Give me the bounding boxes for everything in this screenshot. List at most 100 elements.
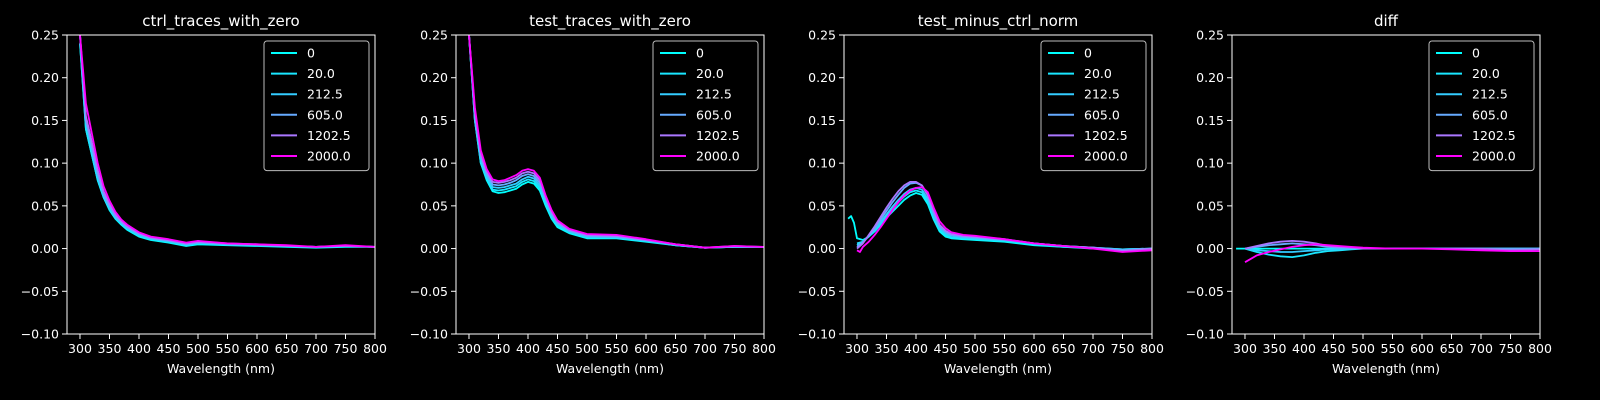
x-tick-label: 300 <box>845 341 869 356</box>
series-line-2000-0 <box>468 35 764 249</box>
legend-label: 0 <box>1472 46 1480 61</box>
axes-frame <box>455 34 765 335</box>
legend-label: 20.0 <box>1472 66 1500 81</box>
y-tick-label: 0.25 <box>31 28 59 43</box>
series-group <box>79 35 375 249</box>
x-tick-label: 800 <box>363 341 387 356</box>
series-group <box>468 35 764 249</box>
x-tick-label: 800 <box>752 341 776 356</box>
legend-label: 2000.0 <box>696 149 740 164</box>
x-tick-label: 400 <box>127 341 151 356</box>
legend-label: 0 <box>1084 46 1092 61</box>
x-tick-label: 500 <box>575 341 599 356</box>
y-tick-label: 0.05 <box>31 198 59 213</box>
y-tick-label: 0.20 <box>420 70 448 85</box>
y-tick-label: −0.10 <box>798 327 836 342</box>
x-tick-label: 350 <box>98 341 122 356</box>
y-tick-label: −0.05 <box>410 284 448 299</box>
legend: 0 20.0 212.5 605.0 1202.5 2000.0 <box>1428 40 1535 172</box>
x-tick-label: 700 <box>1469 341 1493 356</box>
x-tick-label: 550 <box>605 341 629 356</box>
y-tick-label: 0.20 <box>31 70 59 85</box>
y-tick-label: 0.20 <box>808 70 836 85</box>
x-tick-label: 450 <box>546 341 570 356</box>
x-tick-label: 300 <box>68 341 92 356</box>
legend-label: 0 <box>696 46 704 61</box>
legend-label: 1202.5 <box>696 128 740 143</box>
legend-label: 212.5 <box>1084 87 1120 102</box>
series-line-2000-0 <box>79 35 375 248</box>
x-tick-label: 300 <box>457 341 481 356</box>
y-tick-label: 0.25 <box>808 28 836 43</box>
x-axis-label: Wavelength (nm) <box>556 361 664 376</box>
chart-title: diff <box>1374 12 1399 30</box>
legend: 0 20.0 212.5 605.0 1202.5 2000.0 <box>1040 40 1147 172</box>
panel-1: ctrl_traces_with_zero −0.10 −0.05 0.00 0.05 0… <box>21 12 387 376</box>
y-tick-label: −0.10 <box>1186 327 1224 342</box>
x-axis-label: Wavelength (nm) <box>1332 361 1440 376</box>
y-tick-label: 0.15 <box>808 113 836 128</box>
legend-label: 212.5 <box>696 87 732 102</box>
x-tick-label: 800 <box>1528 341 1552 356</box>
x-tick-label: 350 <box>487 341 511 356</box>
x-tick-label: 550 <box>1381 341 1405 356</box>
x-tick-label: 500 <box>963 341 987 356</box>
x-tick-label: 750 <box>1499 341 1523 356</box>
legend-label: 2000.0 <box>1472 149 1516 164</box>
series-group <box>847 180 1152 253</box>
legend-label: 0 <box>307 46 315 61</box>
y-tick-label: 0.00 <box>1196 241 1224 256</box>
x-tick-label: 650 <box>664 341 688 356</box>
y-tick-label: 0.15 <box>420 113 448 128</box>
legend-label: 2000.0 <box>1084 149 1128 164</box>
x-tick-label: 450 <box>157 341 181 356</box>
legend-label: 212.5 <box>307 87 343 102</box>
chart-title: test_traces_with_zero <box>529 12 691 31</box>
x-tick-label: 750 <box>723 341 747 356</box>
y-tick-label: −0.10 <box>21 327 59 342</box>
x-tick-label: 400 <box>516 341 540 356</box>
chart-title: test_minus_ctrl_norm <box>918 12 1079 31</box>
y-tick-label: 0.05 <box>420 198 448 213</box>
x-axis-label: Wavelength (nm) <box>944 361 1052 376</box>
y-tick-label: 0.05 <box>1196 198 1224 213</box>
x-tick-label: 550 <box>216 341 240 356</box>
x-tick-label: 600 <box>634 341 658 356</box>
x-tick-label: 750 <box>334 341 358 356</box>
y-tick-label: −0.05 <box>21 284 59 299</box>
y-tick-label: −0.05 <box>1186 284 1224 299</box>
y-tick-label: 0.10 <box>808 156 836 171</box>
legend-label: 605.0 <box>307 107 343 122</box>
y-tick-label: 0.10 <box>1196 156 1224 171</box>
legend-label: 1202.5 <box>1472 128 1516 143</box>
x-axis-label: Wavelength (nm) <box>167 361 275 376</box>
y-tick-label: 0.15 <box>1196 113 1224 128</box>
y-tick-label: 0.25 <box>420 28 448 43</box>
x-tick-label: 500 <box>1351 341 1375 356</box>
y-tick-label: 0.15 <box>31 113 59 128</box>
x-tick-label: 700 <box>693 341 717 356</box>
x-tick-label: 600 <box>245 341 269 356</box>
panel-3: test_minus_ctrl_norm −0.10 −0.05 0.00 0.05 0.… <box>798 12 1164 376</box>
chart-title: ctrl_traces_with_zero <box>142 12 299 31</box>
x-tick-label: 600 <box>1410 341 1434 356</box>
y-tick-label: −0.05 <box>798 284 836 299</box>
axes-frame <box>66 34 376 335</box>
x-tick-label: 600 <box>1022 341 1046 356</box>
series-group <box>1236 239 1540 263</box>
x-tick-label: 400 <box>1292 341 1316 356</box>
y-tick-label: −0.10 <box>410 327 448 342</box>
legend-label: 605.0 <box>1084 107 1120 122</box>
axes-frame <box>1231 34 1541 335</box>
x-tick-label: 350 <box>875 341 899 356</box>
x-tick-label: 450 <box>934 341 958 356</box>
x-tick-label: 650 <box>275 341 299 356</box>
legend-label: 20.0 <box>696 66 724 81</box>
y-tick-label: 0.00 <box>808 241 836 256</box>
legend-label: 212.5 <box>1472 87 1508 102</box>
x-tick-label: 650 <box>1440 341 1464 356</box>
legend: 0 20.0 212.5 605.0 1202.5 2000.0 <box>652 40 759 172</box>
x-tick-label: 400 <box>904 341 928 356</box>
x-tick-label: 800 <box>1140 341 1164 356</box>
x-tick-label: 500 <box>186 341 210 356</box>
